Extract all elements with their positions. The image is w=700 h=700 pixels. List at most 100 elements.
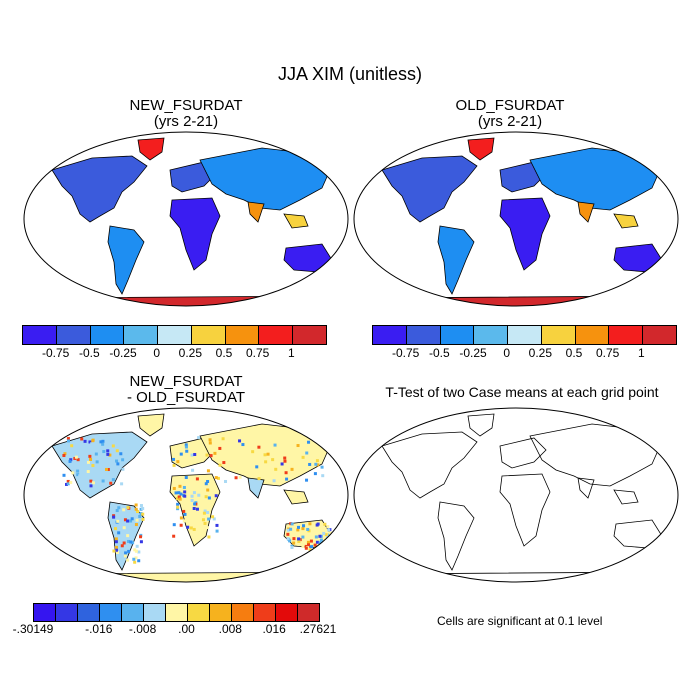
colorbar-diff-swatch xyxy=(144,604,166,621)
diff-cell xyxy=(114,548,118,552)
diff-cell xyxy=(115,449,119,453)
diff-cell xyxy=(177,495,181,499)
colorbar-label-diff: .016 xyxy=(262,622,286,636)
diff-cell xyxy=(195,477,199,481)
colorbar-new-swatch xyxy=(225,326,260,344)
colorbar-label-diff: .008 xyxy=(218,622,242,636)
diff-cell xyxy=(66,479,70,483)
map-new xyxy=(23,131,349,307)
diff-cell xyxy=(197,436,201,440)
diff-cell xyxy=(65,482,69,486)
colorbar-label-old: -0.75 xyxy=(391,346,420,360)
diff-cell xyxy=(106,452,110,456)
colorbar-label-new: -0.75 xyxy=(41,346,70,360)
colorbar-diff-swatch xyxy=(254,604,276,621)
diff-cell xyxy=(204,482,208,486)
diff-cell xyxy=(308,545,312,549)
diff-cell xyxy=(214,476,218,480)
colorbar-old-swatch xyxy=(541,326,576,344)
diff-cell xyxy=(139,507,143,511)
diff-cell xyxy=(114,537,118,541)
colorbar-label-old: 0.25 xyxy=(528,346,553,360)
diff-cell xyxy=(186,525,190,529)
continent-northAmerica xyxy=(51,155,148,223)
diff-cell xyxy=(172,463,176,467)
diff-cell xyxy=(308,462,312,466)
diff-cell xyxy=(316,522,320,526)
colorbar-new-swatch xyxy=(259,326,294,344)
colorbar-old-swatch xyxy=(508,326,542,344)
diff-cell xyxy=(308,522,312,526)
panel-title-ttest-line1: T-Test of two Case means at each grid po… xyxy=(385,384,659,400)
diff-cell xyxy=(117,506,121,510)
diff-cell xyxy=(91,457,95,461)
diff-cell xyxy=(102,450,106,454)
diff-cell xyxy=(116,519,120,523)
diff-cell xyxy=(201,518,205,522)
diff-cell xyxy=(316,463,320,467)
diff-cell xyxy=(306,540,310,544)
diff-cell xyxy=(134,556,138,560)
diff-cell xyxy=(78,474,82,478)
diff-cell xyxy=(69,480,73,484)
continent-northAmerica xyxy=(381,431,478,499)
continent-europe xyxy=(499,437,547,469)
diff-cell xyxy=(133,548,137,552)
continent-africa xyxy=(169,197,221,271)
diff-cell xyxy=(286,532,290,536)
colorbar-label-diff: -.008 xyxy=(128,622,157,636)
diff-cell xyxy=(127,539,131,543)
colorbar-label-new: 0.5 xyxy=(215,346,233,360)
diff-cell xyxy=(326,525,330,529)
diff-cell xyxy=(272,479,276,483)
colorbar-diff xyxy=(33,603,320,622)
diff-cell xyxy=(91,439,95,443)
diff-cell xyxy=(286,528,290,532)
diff-cell xyxy=(202,511,206,515)
diff-cell xyxy=(259,441,263,445)
colorbar-label-new: 0 xyxy=(153,346,160,360)
colorbar-new-swatch xyxy=(293,326,327,344)
diff-cell xyxy=(88,440,92,444)
diff-cell xyxy=(184,476,188,480)
diff-cell xyxy=(218,463,222,467)
diff-cell xyxy=(98,456,102,460)
diff-cell xyxy=(301,535,305,539)
diff-cell xyxy=(129,522,133,526)
diff-cell xyxy=(315,459,319,463)
diff-cell xyxy=(216,476,220,480)
diff-cell xyxy=(314,462,318,466)
diff-cell xyxy=(122,508,126,512)
diff-cell xyxy=(304,544,308,548)
diff-cell xyxy=(206,469,210,473)
diff-cell xyxy=(221,437,225,441)
diff-cell xyxy=(76,473,80,477)
continent-india xyxy=(247,201,265,223)
continent-africa xyxy=(499,197,551,271)
diff-cell xyxy=(280,462,284,466)
diff-cell xyxy=(86,470,90,474)
diff-cell xyxy=(183,490,187,494)
diff-cell xyxy=(179,452,183,456)
diff-cell xyxy=(112,549,116,553)
diff-cell xyxy=(172,457,176,461)
diff-cell xyxy=(288,539,292,543)
diff-cell xyxy=(191,468,195,472)
continent-seasia xyxy=(283,213,309,229)
diff-cell xyxy=(190,453,194,457)
diff-cell xyxy=(75,450,79,454)
diff-cell xyxy=(308,547,312,551)
diff-cell xyxy=(106,468,110,472)
diff-cell xyxy=(176,460,180,464)
diff-cell xyxy=(99,440,103,444)
diff-cell xyxy=(274,467,278,471)
panel-title-old-line1: OLD_FSURDAT xyxy=(455,97,565,114)
diff-cell xyxy=(192,491,196,495)
diff-cell xyxy=(117,531,121,535)
diff-cell xyxy=(309,539,313,543)
diff-cell xyxy=(134,523,138,527)
diff-cell xyxy=(289,527,293,531)
diff-cell xyxy=(290,545,294,549)
diff-cell xyxy=(127,549,131,553)
diff-cell xyxy=(116,550,120,554)
